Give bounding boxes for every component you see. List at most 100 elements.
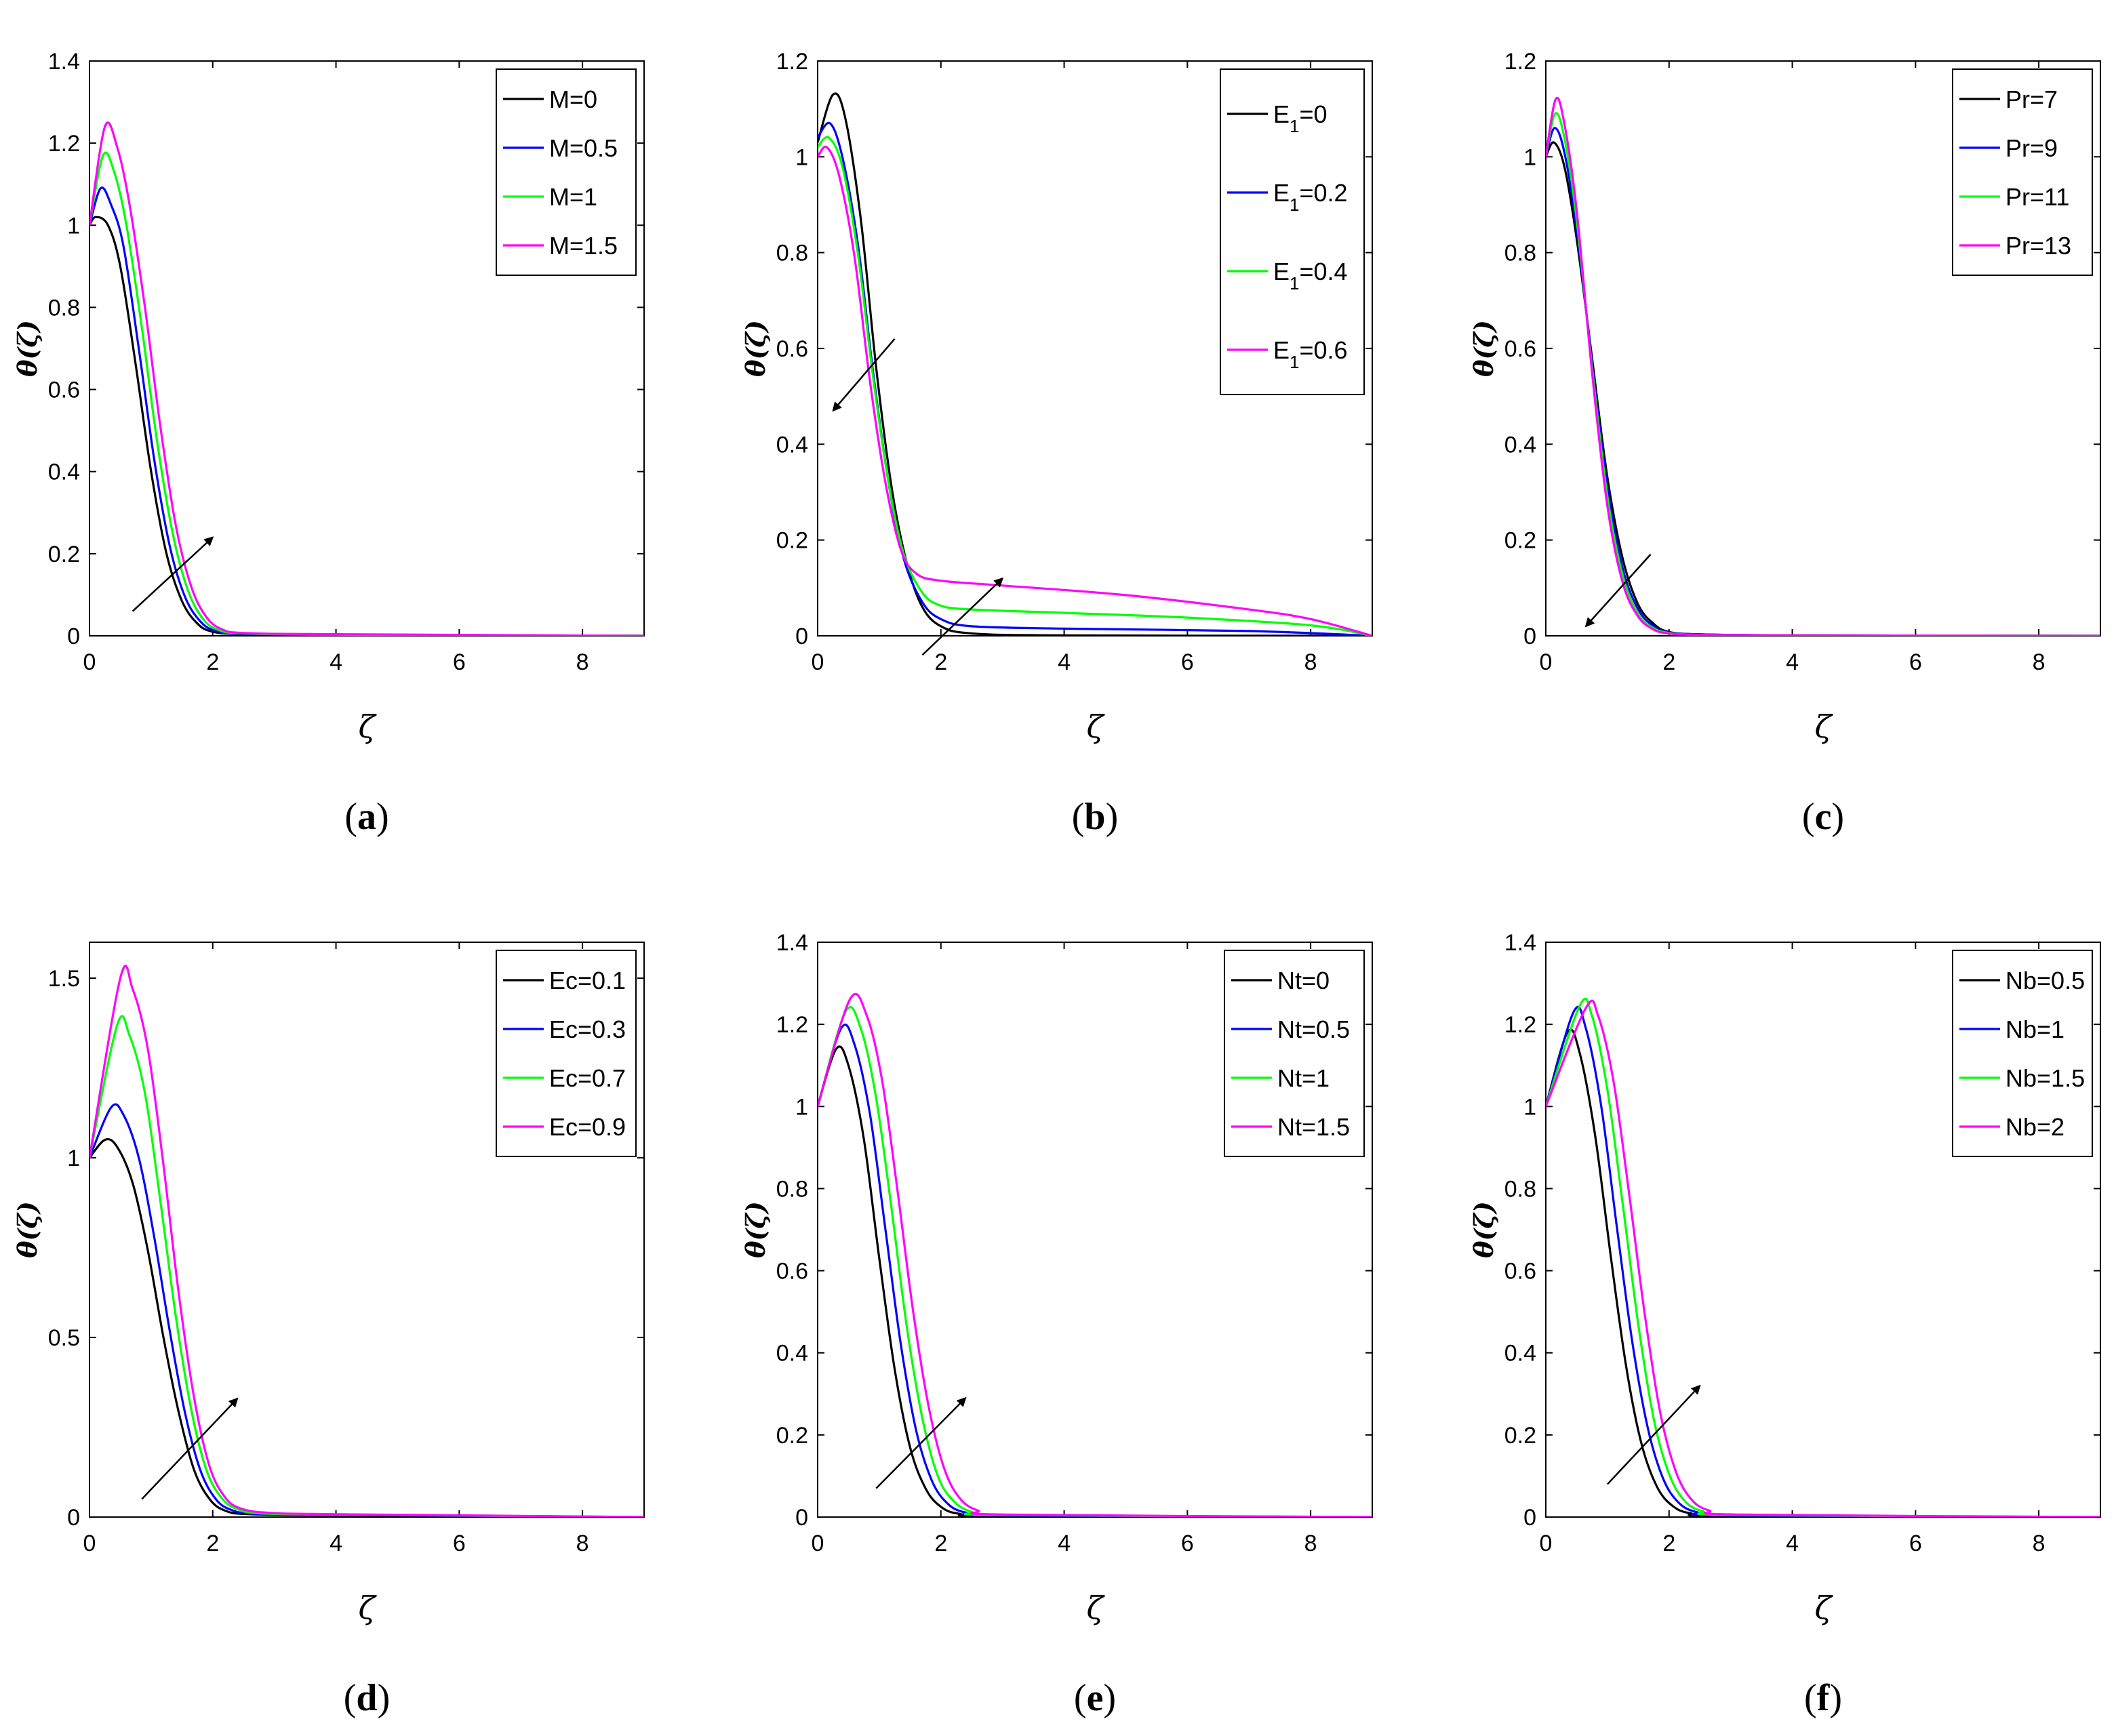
y-tick-label: 0.2 — [1504, 528, 1536, 554]
legend-entry: E1=0.4 — [1273, 258, 1348, 294]
y-tick-label: 0.4 — [1504, 432, 1536, 458]
y-tick-label: 0.6 — [1504, 1259, 1536, 1285]
legend: Nt=0 Nt=0.5 Nt=1 Nt=1.5 — [1224, 950, 1365, 1157]
x-tick-label: 4 — [330, 1531, 342, 1556]
chart-panel-c: 0 2 4 6 8 0 0.2 0.4 0.6 0.8 1 1.2 ζ θ(ζ) Pr=7 Pr=9 Pr=11… — [1469, 49, 2101, 838]
legend-entry: M=1 — [549, 183, 597, 211]
y-tick-label: 0 — [795, 1505, 808, 1531]
x-tick-label: 8 — [576, 649, 589, 675]
legend-entry: Pr=11 — [2005, 183, 2069, 211]
x-axis-label: ζ — [359, 708, 378, 745]
x-tick-label: 4 — [1058, 649, 1071, 675]
x-tick-label: 2 — [206, 1531, 219, 1556]
x-tick-label: 2 — [1662, 1531, 1675, 1556]
x-tick-label: 6 — [1909, 1531, 1922, 1556]
y-tick-label: 1.2 — [1504, 49, 1536, 75]
y-axis-label: θ(ζ) — [1469, 1201, 1499, 1258]
y-axis-label: θ(ζ) — [1469, 320, 1499, 377]
legend: E1=0 E1=0.2 E1=0.4 E1=0.6 — [1220, 68, 1365, 395]
panel-caption: (a) — [344, 796, 388, 838]
chart-panel-d: 0 2 4 6 800.511.5ζθ(ζ)Ec=0.1Ec=0.3Ec=0.7Ec=0… — [12, 942, 645, 1719]
x-tick-label: 8 — [2033, 649, 2045, 675]
y-tick-label: 1 — [1523, 144, 1536, 170]
trend-arrow-0 — [1584, 554, 1652, 628]
legend-entry: Ec=0.1 — [549, 967, 626, 994]
series-line-3 — [818, 145, 1372, 636]
y-tick-label: 0.2 — [776, 1423, 808, 1449]
legend-entry: Nt=0 — [1277, 967, 1330, 994]
legend-entry: Ec=0.7 — [549, 1064, 626, 1092]
x-tick-label: 2 — [934, 1531, 947, 1556]
y-tick-label: 1.2 — [776, 1012, 808, 1038]
y-axis-label: θ(ζ) — [12, 1201, 43, 1258]
legend-entry: Pr=13 — [2005, 232, 2071, 260]
panel-caption: (b) — [1072, 796, 1118, 838]
y-axis-label: θ(ζ) — [740, 1201, 771, 1258]
legend-entry: Ec=0.3 — [549, 1015, 626, 1043]
legend-entry: Nb=1 — [2005, 1015, 2064, 1043]
y-tick-label: 1 — [67, 1146, 80, 1171]
panel-caption: (c) — [1802, 796, 1844, 838]
x-tick-label: 4 — [1786, 649, 1799, 675]
series-line-2 — [818, 136, 1372, 636]
legend-box — [496, 950, 637, 1157]
x-tick-label: 2 — [1662, 649, 1675, 675]
trend-arrow-0 — [141, 1397, 239, 1500]
y-tick-label: 1 — [795, 144, 808, 170]
x-axis-label: ζ — [1087, 1590, 1106, 1626]
x-tick-label: 4 — [1786, 1531, 1799, 1556]
x-tick-label: 8 — [1304, 649, 1317, 675]
y-tick-label: 1.4 — [776, 930, 808, 956]
y-tick-label: 0.4 — [1504, 1341, 1536, 1367]
y-tick-label: 0.4 — [48, 460, 80, 485]
x-axis-label: ζ — [1087, 708, 1106, 745]
x-tick-label: 8 — [1304, 1531, 1317, 1556]
y-tick-label: 0.8 — [1504, 1176, 1536, 1202]
x-tick-label: 4 — [330, 649, 342, 675]
legend-entry: M=0.5 — [549, 134, 618, 162]
y-tick-label: 1.4 — [1504, 930, 1536, 956]
y-tick-label: 1.2 — [776, 49, 808, 75]
trend-arrow-0 — [875, 1396, 967, 1489]
y-tick-label: 0.8 — [1504, 241, 1536, 266]
legend-entry: M=0 — [549, 85, 597, 113]
x-tick-label: 6 — [1181, 649, 1194, 675]
chart-panel-e: 0 2 4 6 8 0 0.2 0.4 0.6 0.8 1 1.2 1.4 ζ θ(ζ) Nt=0 Nt=0.5… — [740, 930, 1373, 1719]
legend-entry: Nt=0.5 — [1277, 1015, 1350, 1043]
legend-entry: Nt=1 — [1277, 1064, 1330, 1092]
x-tick-label: 8 — [576, 1531, 589, 1556]
legend: Ec=0.1 Ec=0.3 Ec=0.7 Ec=0.9 — [496, 950, 637, 1157]
chart-panel-a: 0 2 4 6 800.20.40.60.811.21.4ζθ(ζ)M=0M=0.5M=… — [12, 49, 645, 838]
trend-arrow-0 — [132, 536, 214, 612]
y-tick-label: 0.5 — [48, 1325, 80, 1351]
y-tick-label: 1 — [795, 1094, 808, 1120]
legend: Nb=0.5 Nb=1 Nb=1.5 Nb=2 — [1952, 950, 2093, 1157]
legend-box — [1952, 950, 2093, 1157]
legend-box — [1224, 950, 1365, 1157]
legend-entry: Nt=1.5 — [1277, 1113, 1350, 1141]
y-tick-label: 1 — [67, 213, 80, 239]
x-tick-label: 0 — [83, 649, 96, 675]
legend-entry: E1=0.6 — [1273, 336, 1348, 372]
x-tick-label: 4 — [1058, 1531, 1071, 1556]
chart-panel-f: 0 2 4 6 8 0 0.2 0.4 0.6 0.8 1 1.2 1.4 ζ θ(ζ) Nb=0.5 Nb=1… — [1469, 930, 2101, 1719]
x-tick-label: 8 — [2033, 1531, 2045, 1556]
legend: Pr=7 Pr=9 Pr=11 Pr=13 — [1952, 68, 2093, 276]
trend-arrow-1 — [921, 577, 1004, 656]
legend: M=0 M=0.5 M=1 M=1.5 — [496, 68, 637, 276]
y-axis-label: θ(ζ) — [12, 320, 43, 377]
y-tick-label: 0.4 — [776, 432, 808, 458]
y-tick-label: 0.2 — [776, 528, 808, 554]
x-tick-label: 0 — [83, 1531, 96, 1556]
y-tick-label: 0.4 — [776, 1341, 808, 1367]
legend-box — [496, 68, 637, 276]
legend-entry: M=1.5 — [549, 232, 618, 260]
y-tick-label: 0 — [795, 624, 808, 649]
series-line-3 — [1546, 999, 2100, 1517]
x-tick-label: 6 — [453, 649, 466, 675]
y-tick-label: 1.2 — [48, 131, 80, 157]
x-tick-label: 2 — [206, 649, 219, 675]
legend-box — [1952, 68, 2093, 276]
x-tick-label: 6 — [453, 1531, 466, 1556]
